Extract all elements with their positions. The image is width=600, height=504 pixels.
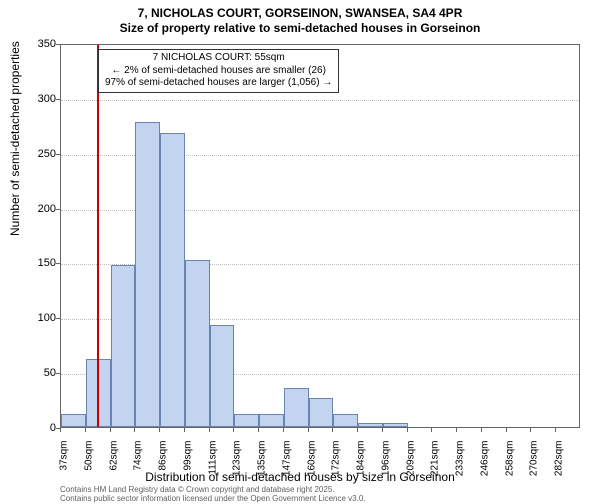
histogram-bar — [135, 122, 160, 427]
x-tick-mark — [530, 428, 531, 432]
x-tick-mark — [506, 428, 507, 432]
gridline — [61, 100, 579, 101]
attribution: Contains HM Land Registry data © Crown c… — [60, 486, 366, 504]
y-tick-label: 250 — [16, 148, 56, 160]
y-tick-label: 300 — [16, 93, 56, 105]
chart-container: 7, NICHOLAS COURT, GORSEINON, SWANSEA, S… — [0, 0, 600, 500]
x-tick-label: 246sqm — [479, 441, 490, 483]
y-tick-label: 0 — [16, 422, 56, 434]
x-tick-mark — [60, 428, 61, 432]
x-tick-mark — [555, 428, 556, 432]
x-tick-label: 282sqm — [554, 441, 565, 483]
x-tick-mark — [382, 428, 383, 432]
attribution-line-2: Contains public sector information licen… — [60, 495, 366, 504]
annotation-line-1: 7 NICHOLAS COURT: 55sqm — [105, 52, 332, 65]
x-tick-label: 147sqm — [281, 441, 292, 483]
plot-area — [60, 44, 580, 428]
histogram-bar — [185, 260, 210, 427]
histogram-bar — [111, 265, 136, 427]
title-line-2: Size of property relative to semi-detach… — [0, 21, 600, 36]
y-tick-label: 50 — [16, 367, 56, 379]
y-tick-label: 100 — [16, 312, 56, 324]
annotation-box: 7 NICHOLAS COURT: 55sqm ← 2% of semi-det… — [98, 49, 339, 93]
x-tick-label: 123sqm — [232, 441, 243, 483]
histogram-bar — [160, 133, 185, 427]
y-tick-mark — [56, 263, 60, 264]
y-tick-mark — [56, 373, 60, 374]
x-tick-label: 221sqm — [430, 441, 441, 483]
x-tick-mark — [431, 428, 432, 432]
histogram-bar — [284, 388, 309, 427]
x-tick-mark — [258, 428, 259, 432]
histogram-bar — [259, 414, 284, 427]
y-tick-mark — [56, 44, 60, 45]
x-tick-mark — [357, 428, 358, 432]
x-tick-mark — [332, 428, 333, 432]
x-tick-label: 258sqm — [504, 441, 515, 483]
title-line-1: 7, NICHOLAS COURT, GORSEINON, SWANSEA, S… — [0, 6, 600, 21]
x-tick-label: 209sqm — [405, 441, 416, 483]
x-tick-mark — [407, 428, 408, 432]
histogram-bar — [309, 398, 334, 427]
histogram-bar — [383, 423, 408, 427]
x-tick-mark — [110, 428, 111, 432]
x-tick-label: 184sqm — [356, 441, 367, 483]
x-tick-label: 111sqm — [207, 441, 218, 483]
y-tick-label: 350 — [16, 38, 56, 50]
x-tick-mark — [134, 428, 135, 432]
reference-line — [97, 45, 99, 427]
y-tick-label: 200 — [16, 203, 56, 215]
x-tick-mark — [481, 428, 482, 432]
x-tick-label: 74sqm — [133, 441, 144, 483]
histogram-bar — [358, 423, 383, 427]
x-tick-label: 99sqm — [182, 441, 193, 483]
histogram-bar — [61, 414, 86, 427]
x-tick-mark — [308, 428, 309, 432]
y-tick-mark — [56, 318, 60, 319]
y-tick-mark — [56, 154, 60, 155]
histogram-bar — [210, 325, 235, 427]
x-tick-mark — [85, 428, 86, 432]
x-tick-label: 50sqm — [83, 441, 94, 483]
y-tick-label: 150 — [16, 257, 56, 269]
annotation-line-3: 97% of semi-detached houses are larger (… — [105, 77, 332, 90]
x-tick-mark — [209, 428, 210, 432]
x-tick-mark — [283, 428, 284, 432]
x-tick-mark — [184, 428, 185, 432]
annotation-line-2: ← 2% of semi-detached houses are smaller… — [105, 65, 332, 78]
y-tick-mark — [56, 99, 60, 100]
y-tick-mark — [56, 209, 60, 210]
x-tick-label: 233sqm — [455, 441, 466, 483]
chart-title: 7, NICHOLAS COURT, GORSEINON, SWANSEA, S… — [0, 0, 600, 36]
x-tick-label: 86sqm — [158, 441, 169, 483]
x-tick-label: 37sqm — [59, 441, 70, 483]
histogram-bar — [333, 414, 358, 427]
x-tick-mark — [159, 428, 160, 432]
x-tick-label: 172sqm — [331, 441, 342, 483]
x-tick-label: 270sqm — [529, 441, 540, 483]
histogram-bar — [234, 414, 259, 427]
x-tick-label: 160sqm — [306, 441, 317, 483]
x-tick-label: 196sqm — [380, 441, 391, 483]
x-tick-label: 135sqm — [257, 441, 268, 483]
x-tick-mark — [456, 428, 457, 432]
x-tick-label: 62sqm — [108, 441, 119, 483]
x-tick-mark — [233, 428, 234, 432]
